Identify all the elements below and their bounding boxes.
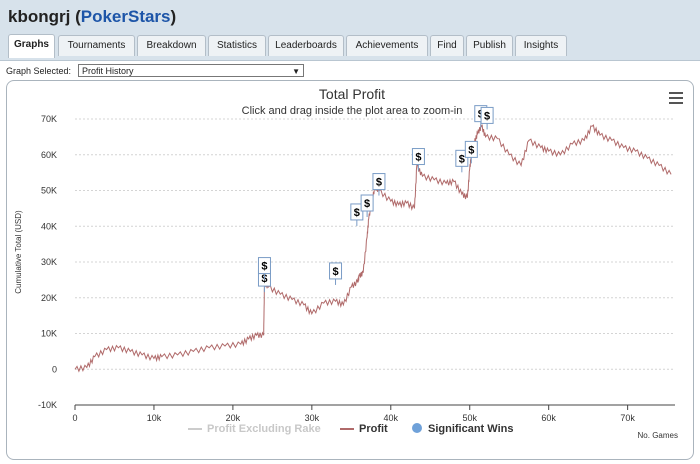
tab-tournaments[interactable]: Tournaments [58,35,135,56]
graph-select-value: Profit History [82,66,134,76]
tab-publish[interactable]: Publish [466,35,513,56]
tab-achievements[interactable]: Achievements [346,35,428,56]
chart-panel [6,80,694,460]
page-title: kbongrj (PokerStars) [8,7,176,27]
tab-statistics[interactable]: Statistics [208,35,266,56]
tab-breakdown[interactable]: Breakdown [137,35,206,56]
graph-select[interactable]: Profit History ▼ [78,64,304,77]
title-paren-open: ( [70,7,81,26]
tab-insights[interactable]: Insights [515,35,567,56]
tab-leaderboards[interactable]: Leaderboards [268,35,344,56]
header-bar: kbongrj (PokerStars) Graphs Tournaments … [0,0,700,61]
hamburger-menu-icon[interactable] [669,92,683,104]
graph-selected-label: Graph Selected: [6,66,72,76]
player-name: kbongrj [8,7,71,26]
title-paren-close: ) [170,7,177,26]
tab-find[interactable]: Find [430,35,464,56]
chevron-down-icon: ▼ [292,67,300,76]
site-name[interactable]: PokerStars [80,7,171,26]
tab-graphs[interactable]: Graphs [8,34,55,58]
